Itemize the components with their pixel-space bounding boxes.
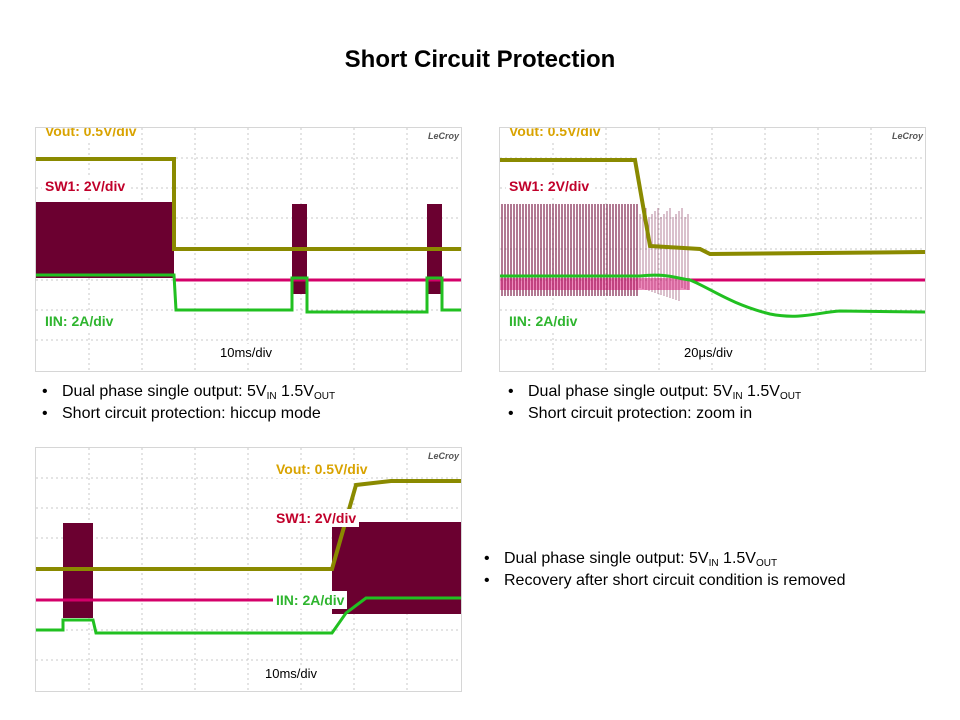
sw1-burst [36,202,174,278]
bullet-item: Dual phase single output: 5VIN 1.5VOUT [504,381,801,403]
scope-hiccup-traces [36,128,461,371]
iin-trace [36,596,461,635]
sw1-low-band [500,278,690,290]
iin-scale-label: IIN: 2A/div [506,312,581,330]
time-division-label: 10ms/div [261,665,322,683]
page-title: Short Circuit Protection [344,46,616,73]
sw1-scale-label: SW1: 2V/div [273,509,360,527]
scope-recovery-traces [36,448,461,691]
scope-hiccup-mode: LeCroy Vout: 0.5V/div SW1: 2V/div IIN: 2… [35,127,462,372]
sw1-scale-label: SW1: 2V/div [506,177,593,195]
vout-scale-label: Vout: 0.5V/div [506,128,604,140]
scope-recovery: LeCroy Vout: 0.5V/div SW1: 2V/div IIN: 2… [35,447,462,692]
time-division-label: 10ms/div [216,344,277,362]
lecroy-logo: LeCroy [425,131,461,141]
vout-scale-label: Vout: 0.5V/div [273,460,371,478]
scope-zoom-in: LeCroy Vout: 0.5V/div SW1: 2V/div IIN: 2… [499,127,926,372]
scope-zoom-traces [500,128,925,371]
iin-trace [500,273,925,318]
bullets-zoom: Dual phase single output: 5VIN 1.5VOUT S… [504,381,801,425]
bullets-hiccup: Dual phase single output: 5VIN 1.5VOUT S… [38,381,335,425]
bullet-item: Dual phase single output: 5VIN 1.5VOUT [38,381,335,403]
iin-scale-label: IIN: 2A/div [42,312,117,330]
vout-trace [36,479,461,571]
bullet-item: Dual phase single output: 5VIN 1.5VOUT [480,548,845,570]
bullet-item: Short circuit protection: zoom in [504,403,801,425]
sw1-scale-label: SW1: 2V/div [42,177,129,195]
time-division-label: 20μs/div [680,344,737,362]
bullet-item: Recovery after short circuit condition i… [480,570,845,592]
sw1-switching-burst [500,204,690,301]
iin-trace [36,273,461,314]
bullets-recovery: Dual phase single output: 5VIN 1.5VOUT R… [480,548,845,592]
vout-trace [36,157,461,251]
iin-scale-label: IIN: 2A/div [273,591,348,609]
vout-trace [500,158,925,257]
sw1-burst [332,522,461,614]
vout-scale-label: Vout: 0.5V/div [42,128,140,140]
lecroy-logo: LeCroy [425,451,461,461]
lecroy-logo: LeCroy [889,131,925,141]
bullet-item: Short circuit protection: hiccup mode [38,403,335,425]
